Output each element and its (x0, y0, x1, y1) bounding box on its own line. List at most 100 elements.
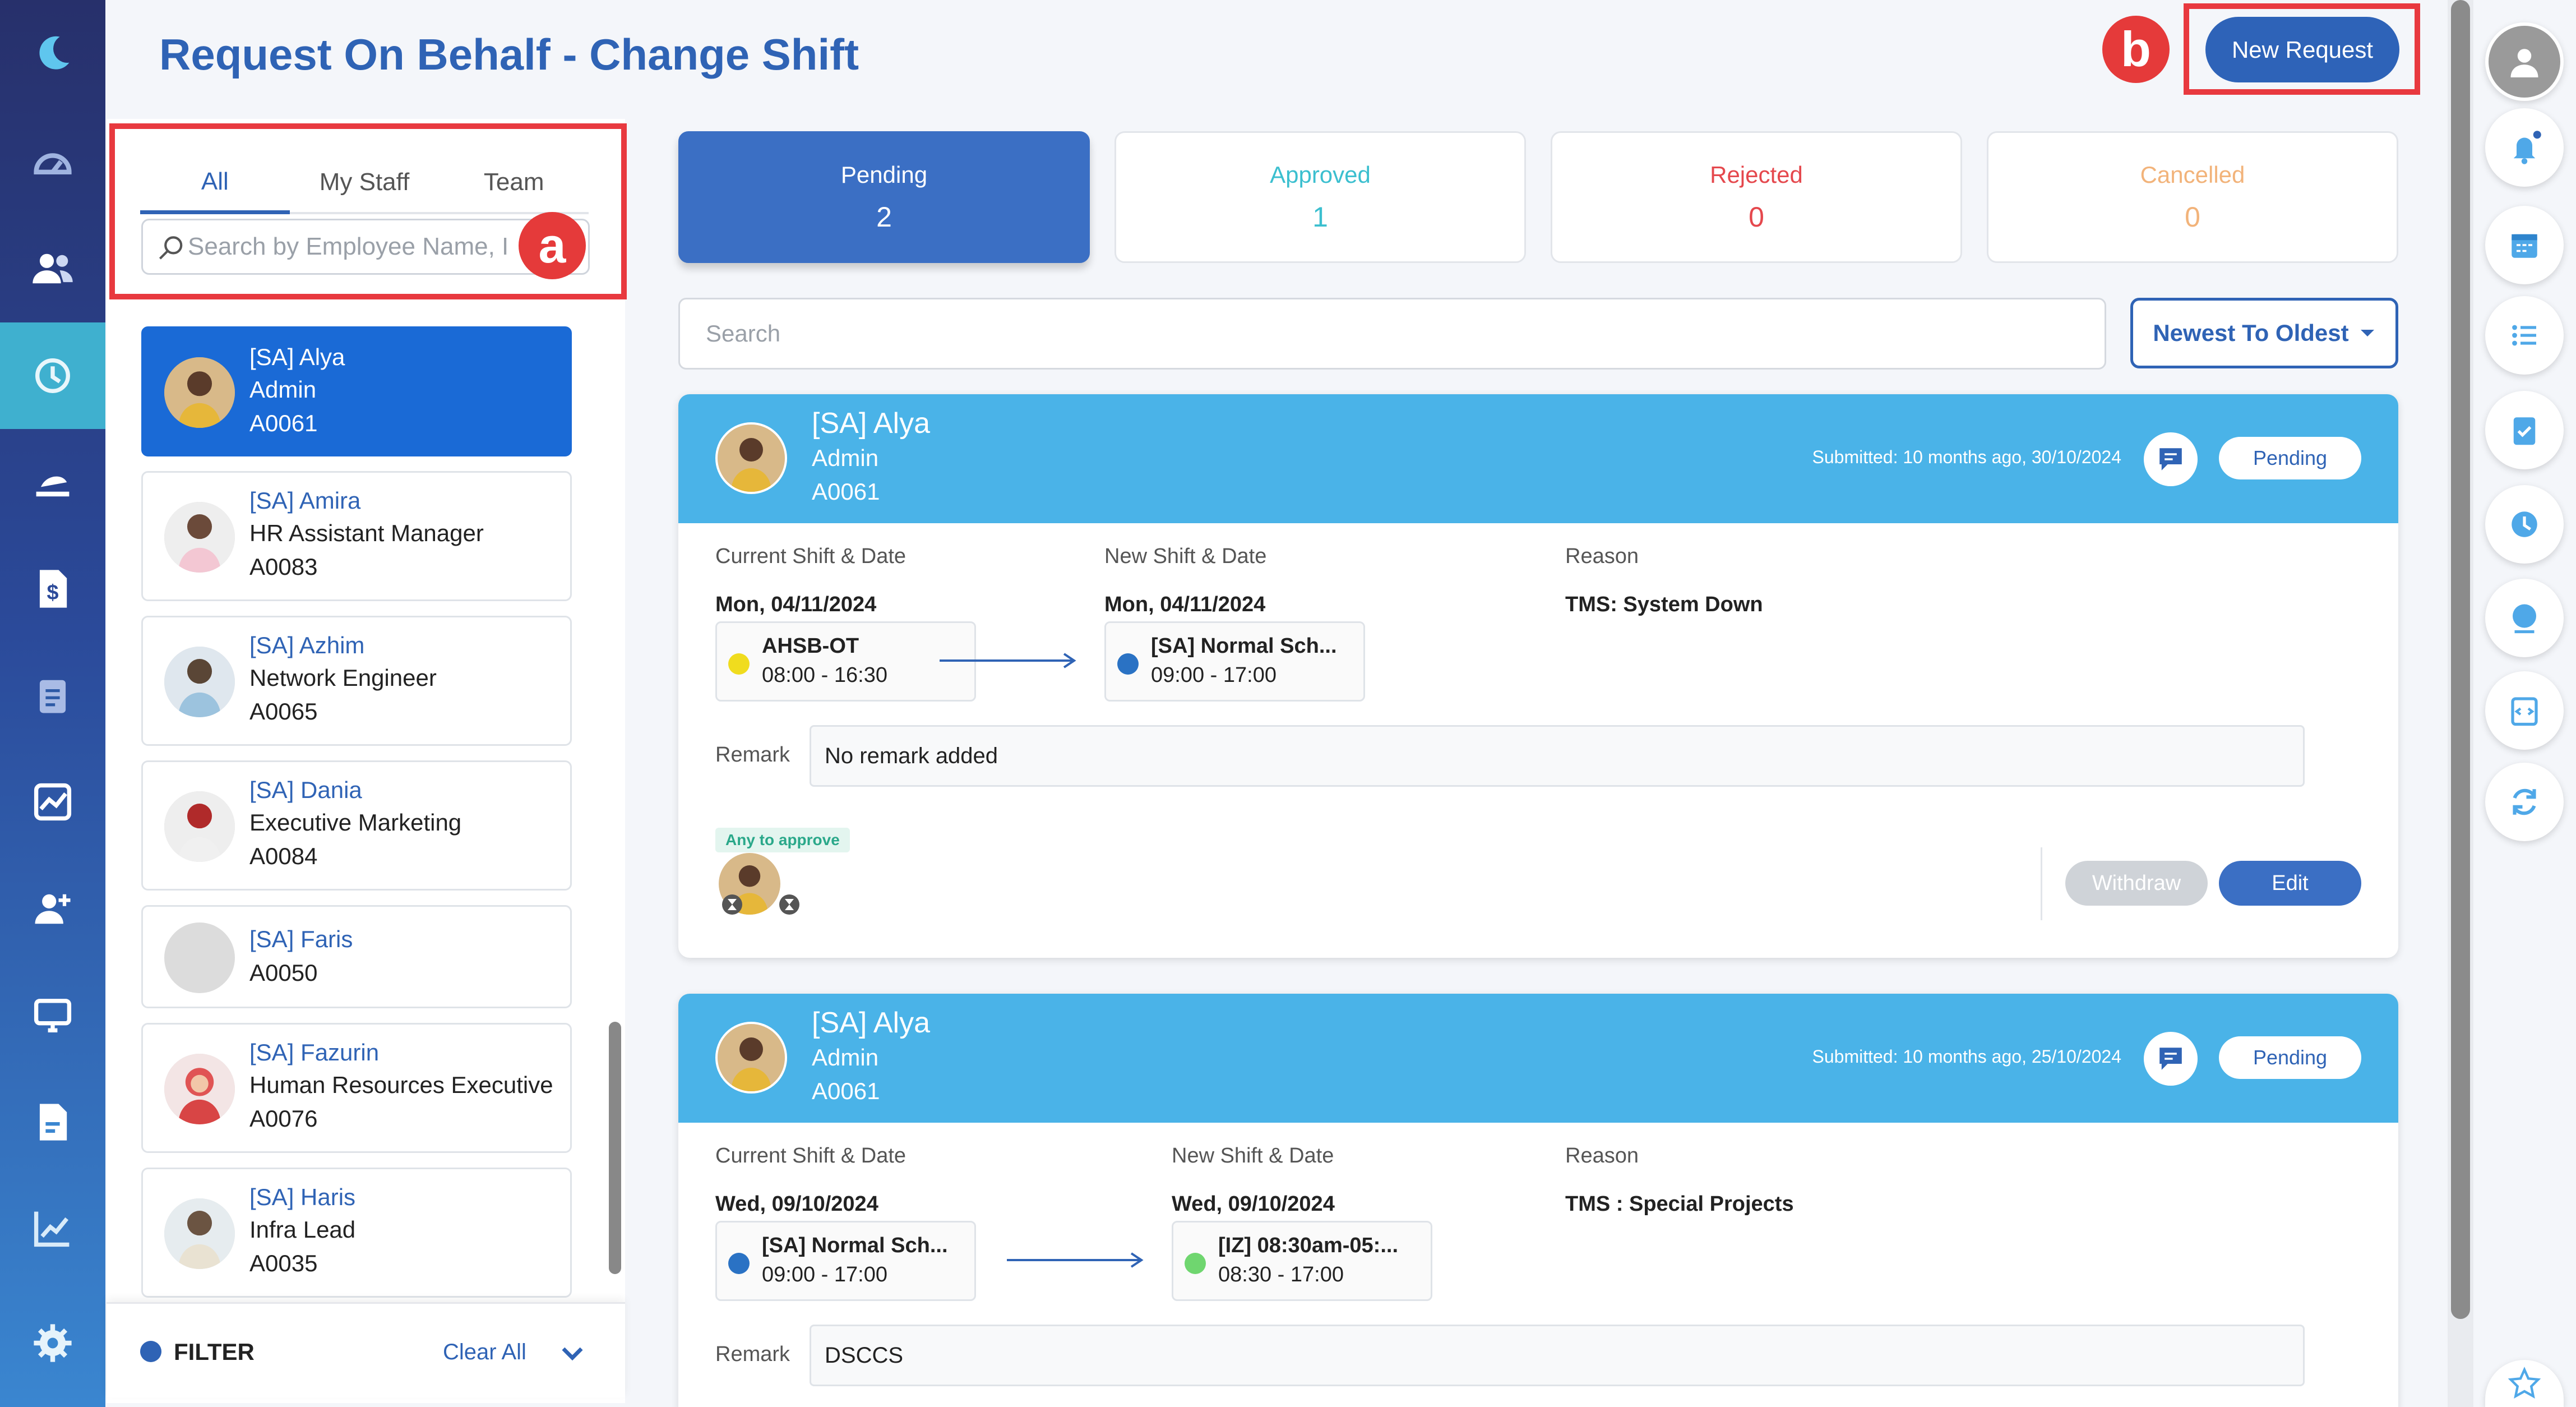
shift-time: 09:00 - 17:00 (762, 1263, 887, 1286)
shift-name: [SA] Normal Sch... (762, 1234, 948, 1257)
withdraw-button[interactable]: Withdraw (2065, 861, 2208, 906)
history-icon[interactable] (0, 322, 105, 429)
sort-dropdown[interactable]: Newest To Oldest (2130, 298, 2398, 368)
remark-label: Remark (715, 743, 790, 767)
status-tile-label: Pending (840, 161, 928, 188)
employee-name: [SA] Fazurin (249, 1039, 380, 1065)
current-shift-label: Current Shift & Date (715, 545, 907, 568)
leave-icon[interactable] (0, 429, 105, 536)
annotation-box-a (109, 123, 627, 299)
reason-label: Reason (1565, 1144, 1639, 1168)
avatar (164, 922, 235, 993)
remark-label: Remark (715, 1343, 790, 1366)
shift-color-dot (1185, 1253, 1206, 1274)
remark-box: No remark added (810, 725, 2305, 787)
arrow-right-icon (1007, 1252, 1144, 1268)
status-tile-approved[interactable]: Approved 1 (1114, 131, 1526, 263)
status-tile-label: Rejected (1710, 161, 1803, 188)
employee-card[interactable]: [SA] Alya Admin A0061 (141, 326, 572, 456)
page-title: Request On Behalf - Change Shift (159, 30, 859, 79)
annotation-box-b (2184, 3, 2420, 95)
request-submitted: Submitted: 10 months ago, 30/10/2024 (1812, 447, 2122, 467)
calendar-icon[interactable] (2485, 206, 2564, 284)
employee-search-input[interactable]: Search by Employee Name, I (141, 219, 590, 275)
employee-code: A0061 (249, 410, 318, 436)
employee-name: [SA] Faris (249, 926, 353, 952)
employee-role: HR Assistant Manager (249, 520, 484, 546)
new-shift-box: [IZ] 08:30am-05:... 08:30 - 17:00 (1172, 1221, 1432, 1301)
list-icon[interactable] (2485, 296, 2564, 375)
employee-search-placeholder: Search by Employee Name, I (188, 233, 509, 260)
chart-icon[interactable] (0, 749, 105, 855)
moon-logo-icon[interactable] (0, 0, 105, 107)
bell-icon[interactable] (2485, 108, 2564, 187)
people-icon[interactable] (0, 216, 105, 322)
document-icon[interactable] (0, 1068, 105, 1175)
new-shift-label: New Shift & Date (1172, 1144, 1334, 1168)
employee-card[interactable]: [SA] Amira HR Assistant Manager A0083 (141, 471, 572, 601)
employee-card[interactable]: [SA] Fazurin Human Resources Executive A… (141, 1023, 572, 1153)
request-employee-role: Admin (812, 1044, 879, 1071)
filter-label: FILTER (174, 1339, 255, 1365)
staff-list-scrollbar[interactable] (609, 1022, 621, 1274)
shift-time: 08:00 - 16:30 (762, 663, 887, 687)
settings-icon[interactable] (0, 1290, 105, 1396)
refresh-icon[interactable] (2485, 763, 2564, 841)
current-shift-date: Wed, 09/10/2024 (715, 1192, 878, 1216)
payroll-icon[interactable]: $ (0, 536, 105, 642)
monitor-icon[interactable] (0, 962, 105, 1068)
chevron-down-icon[interactable] (559, 1340, 585, 1366)
employee-role: Executive Marketing (249, 809, 462, 836)
employee-card[interactable]: [SA] Azhim Network Engineer A0065 (141, 616, 572, 746)
avatar (164, 357, 235, 428)
status-tile-pending[interactable]: Pending 2 (678, 131, 1090, 263)
add-user-icon[interactable] (0, 855, 105, 962)
clipboard-check-icon[interactable] (2485, 391, 2564, 469)
tab-team[interactable]: Team (439, 153, 589, 214)
status-tile-label: Approved (1270, 161, 1371, 188)
avatar (715, 1022, 787, 1094)
dashboard-icon[interactable] (0, 109, 105, 216)
shift-color-dot (728, 653, 750, 675)
request-search-input[interactable]: Search (678, 298, 2106, 370)
globe-icon[interactable] (2485, 579, 2564, 657)
status-tile-label: Cancelled (2140, 161, 2245, 188)
status-tile-cancelled[interactable]: Cancelled 0 (1987, 131, 2398, 263)
employee-name: [SA] Haris (249, 1184, 356, 1210)
employee-name: [SA] Alya (249, 344, 345, 370)
left-navigation: $ (0, 0, 105, 1407)
annotation-marker-a: a (519, 212, 586, 279)
employee-card[interactable]: [SA] Dania Executive Marketing A0084 (141, 760, 572, 891)
tab-my-staff[interactable]: My Staff (289, 153, 440, 214)
request-card: [SA] Alya Admin A0061 Submitted: 10 mont… (678, 394, 2398, 958)
request-card: [SA] Alya Admin A0061 Submitted: 10 mont… (678, 994, 2398, 1407)
tab-all[interactable]: All (140, 153, 290, 214)
comment-button[interactable] (2144, 1032, 2198, 1086)
employee-card[interactable]: [SA] Faris A0050 (141, 905, 572, 1008)
avatar (164, 1198, 235, 1269)
new-shift-box: [SA] Normal Sch... 09:00 - 17:00 (1104, 621, 1365, 702)
code-icon[interactable] (2485, 671, 2564, 750)
avatar (164, 1054, 235, 1124)
request-card-header: [SA] Alya Admin A0061 Submitted: 10 mont… (678, 394, 2398, 523)
page-scrollbar[interactable] (2451, 0, 2470, 1319)
shift-name: [IZ] 08:30am-05:... (1218, 1234, 1398, 1257)
shift-name: AHSB-OT (762, 634, 859, 658)
employee-card[interactable]: [SA] Haris Infra Lead A0035 (141, 1168, 572, 1298)
request-submitted: Submitted: 10 months ago, 25/10/2024 (1812, 1046, 2122, 1067)
status-tile-rejected[interactable]: Rejected 0 (1551, 131, 1962, 263)
comment-button[interactable] (2144, 432, 2198, 486)
clear-all-link[interactable]: Clear All (443, 1340, 526, 1364)
edit-button[interactable]: Edit (2219, 861, 2361, 906)
avatar-icon[interactable] (2485, 22, 2564, 101)
reason-text: TMS : Special Projects (1565, 1192, 1794, 1216)
reason-label: Reason (1565, 545, 1639, 568)
analytics-icon[interactable] (0, 1175, 105, 1281)
status-tile-count: 0 (2185, 201, 2200, 233)
request-card-header: [SA] Alya Admin A0061 Submitted: 10 mont… (678, 994, 2398, 1123)
new-request-button[interactable]: New Request (2205, 17, 2399, 82)
current-shift-box: [SA] Normal Sch... 09:00 - 17:00 (715, 1221, 976, 1301)
clock-icon[interactable] (2485, 485, 2564, 564)
status-tile-count: 2 (876, 201, 892, 233)
clipboard-icon[interactable] (0, 642, 105, 749)
